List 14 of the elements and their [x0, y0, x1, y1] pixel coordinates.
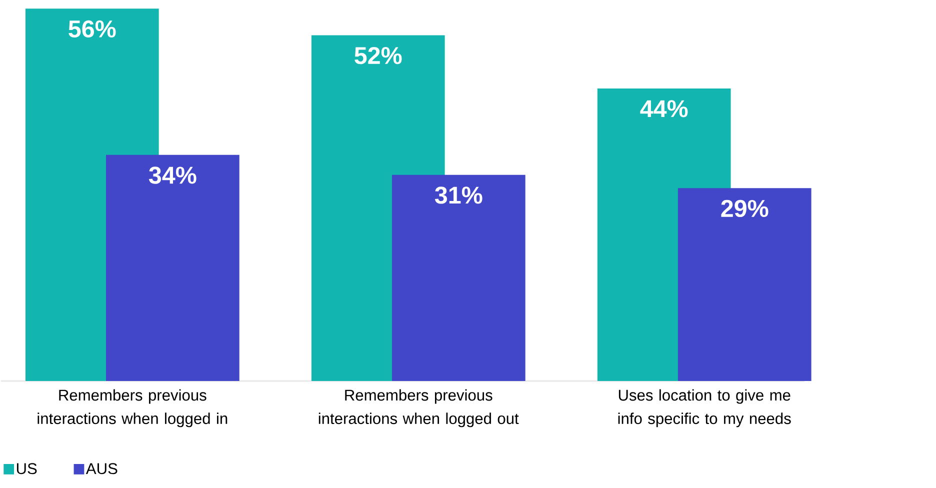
bar [678, 188, 812, 381]
data-label: 31% [434, 186, 482, 204]
data-label: 44% [640, 100, 688, 118]
x-tick-label: Remembers previous interactions when logged out [318, 389, 519, 427]
x-tick-label: Remembers previous interactions when logged in [38, 389, 228, 427]
bar [106, 154, 240, 381]
x-tick-label: Uses location to give me info specific to my needs [618, 389, 791, 427]
data-label: 34% [148, 166, 196, 184]
data-label: 56% [68, 20, 116, 38]
data-label: 52% [354, 46, 402, 64]
bar [392, 174, 526, 381]
legend-label: AUS [86, 462, 118, 474]
data-label: 29% [721, 200, 768, 217]
legend-label: US [16, 462, 37, 474]
